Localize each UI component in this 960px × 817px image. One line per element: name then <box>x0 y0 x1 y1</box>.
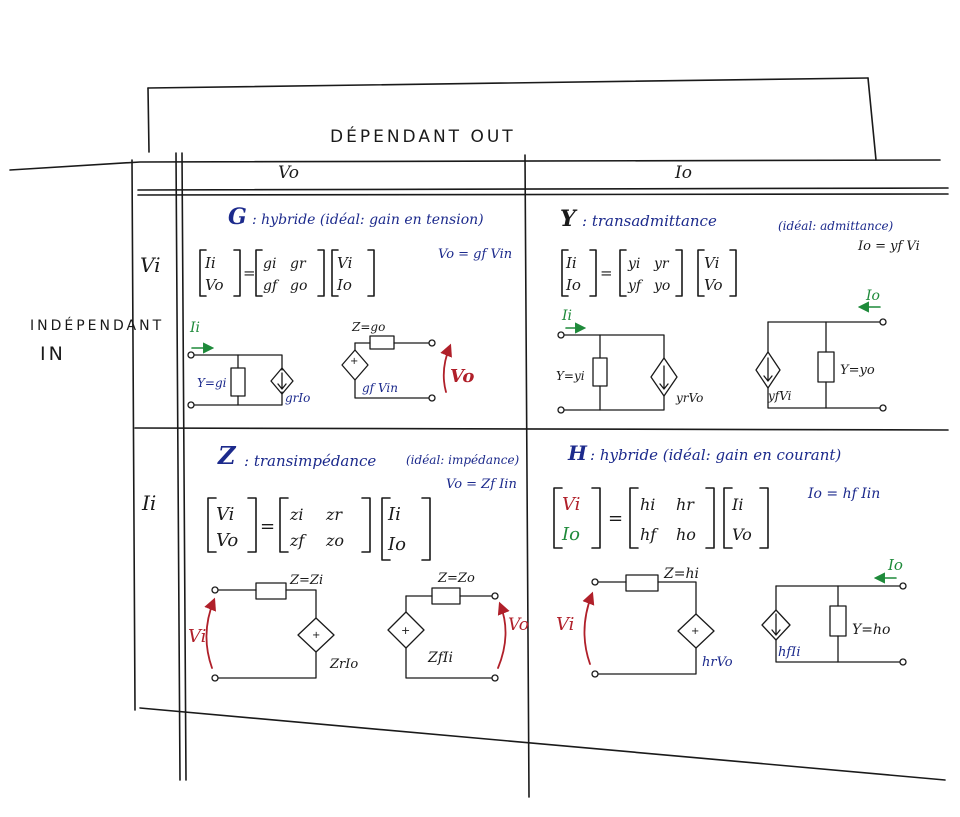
cell-z: Z : transimpédance (idéal: impédance) Vo… <box>188 441 529 682</box>
z-lhs-1: Vi <box>216 504 234 525</box>
z-m-12: zr <box>325 505 343 524</box>
z-input-label: Z=Zi <box>289 573 323 588</box>
z-out-source-label: ZfIi <box>427 650 453 666</box>
g-rhs-1: Vi <box>337 254 353 272</box>
svg-text:=: = <box>608 508 623 529</box>
h-title: : hybride (idéal: gain en courant) <box>590 446 841 464</box>
h-letter: H <box>567 441 588 465</box>
svg-text:+: + <box>691 626 699 637</box>
h-arrow-in-label: Vi <box>556 614 574 635</box>
y-circuit: Ii Y=yi yrVo Io yfVi Y=yo <box>556 288 887 414</box>
y-matrix: Ii Io = yi yr yf yo Vi Vo <box>561 249 737 297</box>
z-ideal-relation: Vo = Zf Iin <box>446 477 517 492</box>
col-header-io: Io <box>674 163 692 183</box>
h-output-label: Y=ho <box>852 622 890 638</box>
g-letter: G <box>228 204 247 230</box>
h-out-source-label: hfIi <box>778 645 800 660</box>
y-m-22: yo <box>653 278 670 294</box>
cell-y: Y : transadmittance (idéal: admittance) … <box>556 206 920 414</box>
g-lhs-1: Ii <box>204 254 216 272</box>
z-ideal-head: (idéal: impédance) <box>406 453 520 467</box>
table-frame <box>9 77 949 798</box>
y-rhs-1: Vi <box>704 254 720 272</box>
y-title: : transadmittance <box>582 212 717 230</box>
y-m-12: yr <box>653 256 670 272</box>
g-m-21: gf <box>263 278 280 294</box>
z-arrow-in-label: Vi <box>188 626 206 647</box>
y-input-label: Y=yi <box>556 369 585 383</box>
z-output-label: Z=Zo <box>437 571 475 586</box>
y-arrow-in-label: Ii <box>561 308 572 324</box>
z-matrix: Vi Vo = zi zr zf zo Ii Io <box>207 497 431 561</box>
y-ideal-head: (idéal: admittance) <box>778 219 894 233</box>
h-matrix: Vi Io = hi hr hf ho Ii Vo <box>553 487 769 549</box>
row-header-vi: Vi <box>140 253 161 277</box>
g-m-12: gr <box>290 256 307 272</box>
z-m-11: zi <box>289 505 304 524</box>
g-m-11: gi <box>263 256 276 272</box>
y-arrow-out-label: Io <box>865 288 880 304</box>
y-output-label: Y=yo <box>840 363 875 378</box>
z-rhs-2: Io <box>387 534 406 555</box>
y-lhs-2: Io <box>565 276 581 294</box>
h-input-label: Z=hi <box>663 566 699 582</box>
g-output-label: Z=go <box>351 320 385 334</box>
g-dep-source-label: grIo <box>285 391 310 405</box>
g-m-22: go <box>290 278 307 294</box>
svg-text:=: = <box>243 264 256 282</box>
h-dep-source-label: hrVo <box>702 655 733 670</box>
svg-text:+: + <box>312 630 320 641</box>
z-title: : transimpédance <box>244 452 376 470</box>
svg-text:+: + <box>401 624 410 637</box>
z-rhs-1: Ii <box>387 504 401 525</box>
y-rhs-2: Vo <box>704 276 723 294</box>
row-header-ii: Ii <box>141 491 156 515</box>
g-circuit: Ii Y=gi grIo Z=go + gf Vin Vo <box>187 320 474 409</box>
z-letter: Z <box>217 441 237 470</box>
y-ideal-relation: Io = yf Vi <box>857 239 920 254</box>
y-letter: Y <box>560 206 578 232</box>
z-arrow-out-label: Vo <box>508 615 529 635</box>
y-m-11: yi <box>627 256 640 272</box>
in-label: IN <box>40 343 66 365</box>
h-circuit: + Z=hi hrVo Vi Io hfIi Y=ho <box>556 556 907 678</box>
h-m-12: hr <box>676 495 695 514</box>
h-lhs-2: Io <box>561 524 580 545</box>
g-title: : hybride (idéal: gain en tension) <box>252 212 484 228</box>
h-rhs-2: Vo <box>732 525 752 544</box>
y-dep-source-label: yrVo <box>675 391 703 405</box>
g-lhs-2: Vo <box>205 276 224 294</box>
y-out-source-label: yfVi <box>767 389 792 403</box>
h-m-21: hf <box>640 525 659 544</box>
h-rhs-1: Ii <box>731 495 743 514</box>
z-lhs-2: Vo <box>216 530 238 551</box>
g-arrow-out-label: Vo <box>450 366 474 387</box>
dependant-out-header: DÉPENDANT OUT <box>330 125 516 147</box>
g-rhs-2: Io <box>336 276 352 294</box>
g-input-label: Y=gi <box>197 376 227 390</box>
h-ideal-relation: Io = hf Iin <box>807 486 880 502</box>
svg-text:+: + <box>350 356 358 367</box>
cell-h: H : hybride (idéal: gain en courant) Io … <box>553 441 907 678</box>
col-header-vo: Vo <box>278 163 299 183</box>
z-m-22: zo <box>325 531 344 550</box>
svg-text:=: = <box>260 516 275 537</box>
h-arrow-out-label: Io <box>887 556 903 574</box>
independant-label: INDÉPENDANT <box>30 317 164 334</box>
g-vcvs-label: gf Vin <box>362 381 398 395</box>
z-circuit: + Z=Zi ZrIo Vi Z=Zo + ZfIi Vo <box>188 571 529 682</box>
cell-g: G : hybride (idéal: gain en tension) Vo … <box>187 204 512 409</box>
g-matrix: Ii Vo = gi gr gf go Vi Io <box>199 249 375 297</box>
z-m-21: zf <box>289 531 307 550</box>
h-m-11: hi <box>640 495 655 514</box>
z-dep-source-label: ZrIo <box>329 657 358 672</box>
y-lhs-1: Ii <box>565 254 577 272</box>
h-lhs-1: Vi <box>562 494 580 515</box>
g-ideal-relation: Vo = gf Vin <box>438 247 512 262</box>
svg-text:=: = <box>600 264 613 282</box>
h-m-22: ho <box>676 525 696 544</box>
g-arrow-in-label: Ii <box>189 320 200 336</box>
y-m-21: yf <box>627 278 644 294</box>
